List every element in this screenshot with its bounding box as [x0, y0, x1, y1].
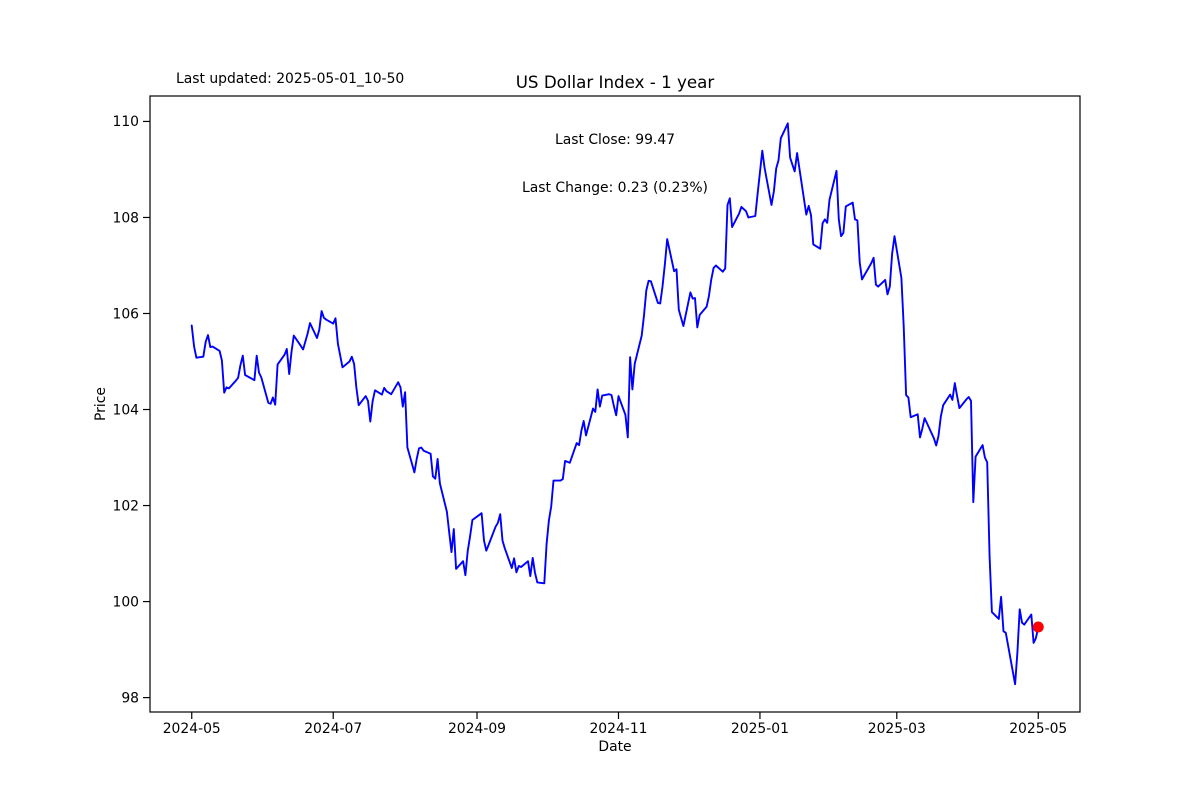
x-tick-label: 2024-11: [589, 721, 647, 737]
x-tick-label: 2025-03: [868, 721, 926, 737]
y-tick-label: 98: [121, 690, 139, 706]
x-tick-label: 2024-07: [304, 721, 362, 737]
axis-ticks: 98 100 102 104 106 108 110 2024-05 2024-07 2024-0…: [112, 114, 1067, 737]
y-axis-label: Price: [93, 387, 109, 421]
y-tick-label: 102: [112, 498, 139, 514]
axes-frame: [149, 95, 1081, 713]
last-close-line: Last Close: 99.47: [554, 131, 676, 148]
x-tick-label: 2025-01: [731, 721, 789, 737]
x-tick-label: 2025-05: [1009, 721, 1067, 737]
x-tick-label: 2024-09: [448, 721, 506, 737]
y-tick-label: 110: [112, 114, 139, 130]
x-axis-label: Date: [598, 739, 632, 755]
price-line-series: [190, 122, 1040, 686]
y-tick-label: 100: [112, 594, 139, 610]
y-tick-label: 108: [112, 210, 139, 226]
chart-title: US Dollar Index - 1 year: [515, 72, 715, 92]
last-close-annotation: Last Close: 99.47 Last Change: 0.23 (0.2…: [150, 99, 1080, 229]
y-tick-label: 104: [112, 402, 139, 418]
last-updated-text: Last updated: 2025-05-01_10-50: [176, 71, 405, 87]
x-tick-label: 2024-05: [163, 721, 221, 737]
last-change-line: Last Change: 0.23 (0.23%): [522, 180, 708, 197]
y-tick-label: 106: [112, 306, 139, 322]
last-close-marker-dot: [1032, 621, 1044, 633]
